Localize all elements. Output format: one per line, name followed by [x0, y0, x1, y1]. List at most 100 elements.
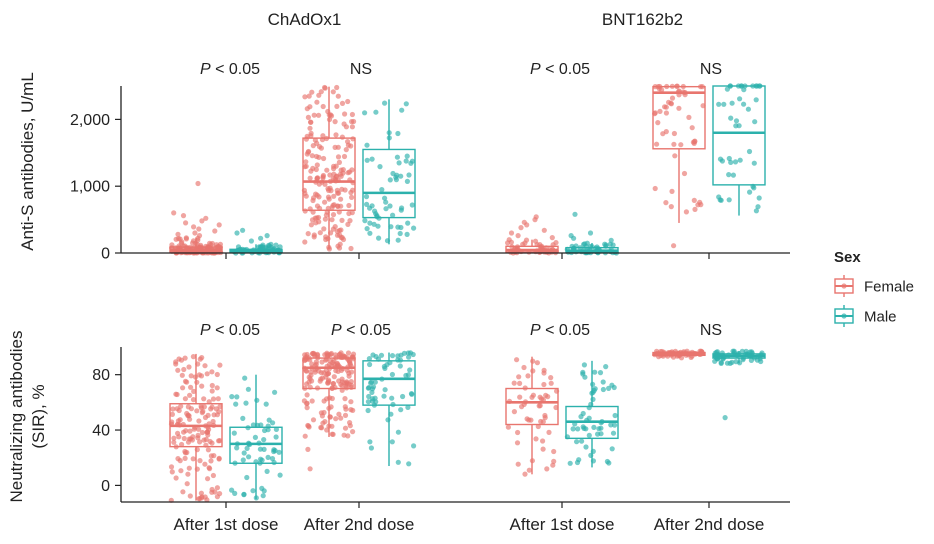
jitter-point	[731, 348, 737, 354]
jitter-point	[180, 489, 186, 495]
jitter-point	[319, 359, 325, 365]
jitter-point	[257, 446, 263, 452]
jitter-point	[604, 458, 611, 465]
box-iqr	[302, 357, 356, 390]
jitter-point	[303, 136, 309, 142]
jitter-point	[683, 209, 690, 215]
jitter-point	[190, 354, 196, 360]
legend-label: Male	[864, 309, 897, 326]
jitter-point	[369, 389, 375, 395]
jitter-point	[582, 374, 588, 380]
jitter-point	[208, 453, 214, 459]
jitter-point	[367, 220, 373, 226]
jitter-point	[579, 438, 585, 444]
significance-value: < 0.05	[342, 322, 391, 339]
jitter-point	[383, 199, 389, 205]
jitter-point	[598, 431, 604, 437]
jitter-point	[372, 379, 378, 385]
jitter-point	[205, 412, 211, 418]
jitter-point	[726, 155, 732, 162]
outlier-point	[515, 233, 521, 239]
jitter-point	[349, 119, 355, 125]
jitter-point	[668, 100, 674, 106]
significance-label: P < 0.05	[331, 322, 391, 339]
y-axis-label-line: (SIR), %	[29, 384, 48, 448]
jitter-point	[407, 367, 413, 373]
jitter-point	[522, 471, 528, 477]
jitter-point	[383, 206, 389, 212]
jitter-point	[506, 237, 512, 243]
significance-value: NS	[700, 61, 722, 78]
jitter-point	[310, 417, 317, 423]
jitter-point	[196, 372, 202, 378]
jitter-point	[678, 142, 684, 148]
jitter-point	[317, 378, 323, 384]
jitter-point	[197, 458, 203, 464]
jitter-point	[344, 380, 350, 386]
jitter-point	[672, 153, 678, 159]
outlier-point	[307, 466, 313, 472]
jitter-point	[733, 118, 740, 124]
jitter-point	[229, 394, 235, 400]
jitter-point	[250, 422, 256, 428]
jitter-point	[367, 230, 373, 236]
jitter-point	[654, 141, 660, 147]
jitter-point	[591, 424, 597, 430]
jitter-point	[317, 230, 323, 236]
jitter-point	[332, 119, 338, 125]
jitter-point	[314, 162, 320, 168]
jitter-points-layer	[168, 83, 765, 503]
jitter-point	[399, 205, 405, 211]
jitter-point	[339, 217, 345, 223]
jitter-point	[598, 425, 604, 431]
jitter-point	[322, 199, 328, 205]
jitter-point	[581, 362, 588, 368]
jitter-point	[755, 204, 761, 210]
outlier-point	[196, 233, 203, 239]
jitter-point	[190, 456, 196, 462]
outlier-point	[264, 233, 270, 239]
jitter-point	[348, 245, 354, 252]
jitter-point	[179, 372, 185, 378]
jitter-point	[409, 202, 415, 208]
jitter-point	[336, 159, 342, 165]
box-iqr	[229, 426, 283, 464]
jitter-point	[322, 85, 328, 91]
jitter-point	[320, 420, 326, 426]
outlier-point	[171, 210, 177, 216]
jitter-point	[173, 359, 179, 365]
jitter-point	[336, 378, 342, 384]
jitter-point	[197, 439, 203, 445]
jitter-point	[403, 158, 409, 164]
jitter-point	[376, 235, 382, 241]
jitter-point	[326, 196, 332, 202]
jitter-point	[246, 454, 252, 460]
outlier-point	[571, 235, 577, 241]
jitter-point	[187, 493, 193, 499]
jitter-point	[526, 467, 532, 473]
jitter-point	[530, 368, 536, 374]
jitter-point	[521, 364, 527, 371]
significance-label: NS	[700, 322, 722, 339]
jitter-point	[718, 359, 724, 366]
jitter-point	[367, 205, 373, 211]
x-category-label: After 2nd dose	[654, 515, 765, 534]
jitter-point	[541, 381, 547, 388]
jitter-point	[330, 381, 337, 387]
outlier-point	[234, 230, 240, 236]
jitter-point	[342, 187, 348, 193]
jitter-point	[178, 357, 185, 363]
jitter-point	[393, 177, 399, 183]
jitter-point	[199, 383, 205, 389]
jitter-point	[265, 427, 271, 433]
jitter-point	[382, 100, 388, 106]
jitter-point	[612, 422, 618, 428]
jitter-point	[366, 356, 372, 362]
jitter-point	[308, 222, 314, 228]
jitter-point	[307, 125, 313, 131]
jitter-point	[184, 481, 190, 487]
outlier-point	[524, 222, 530, 228]
y-tick-label: 2,000	[70, 112, 110, 129]
jitter-point	[733, 123, 739, 129]
jitter-point	[329, 217, 335, 223]
